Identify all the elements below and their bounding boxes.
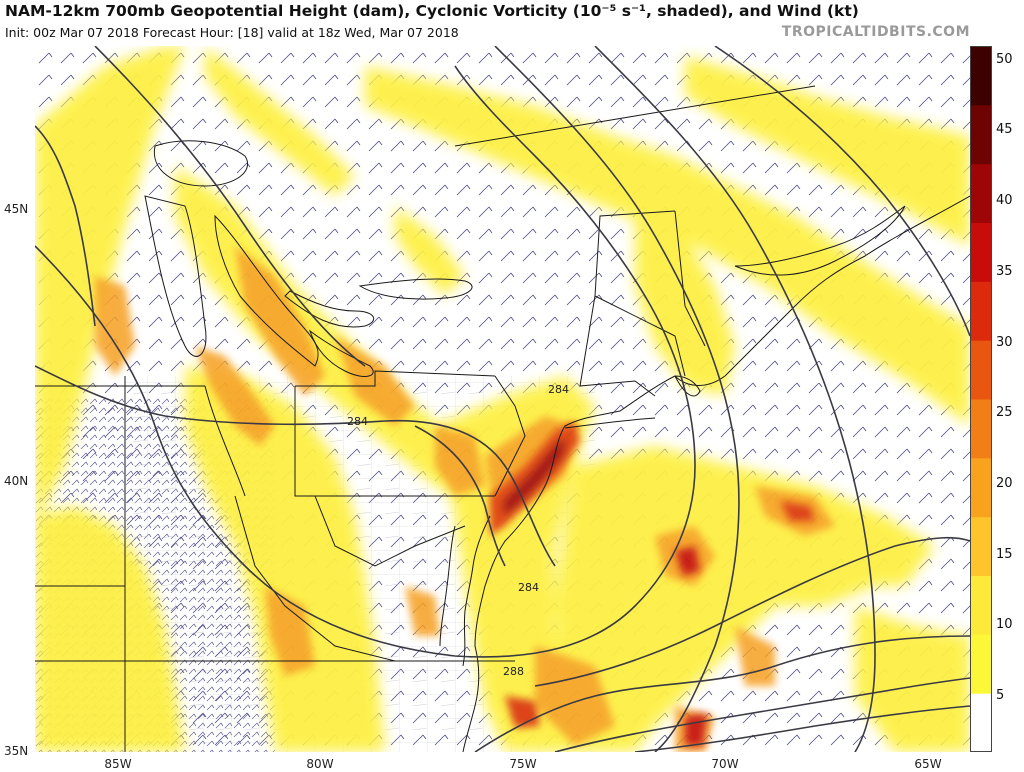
colorbar-swatch	[970, 104, 992, 165]
colorbar-swatch	[970, 281, 992, 341]
colorbar-swatch	[970, 222, 992, 282]
page-title: NAM-12km 700mb Geopotential Height (dam)…	[5, 2, 859, 20]
contour-label: 288	[503, 665, 524, 678]
colorbar-tick: 15	[996, 547, 1013, 562]
colorbar-swatch	[970, 516, 992, 576]
colorbar-swatch	[970, 340, 992, 400]
colorbar-tick: 20	[996, 476, 1013, 491]
colorbar-swatch	[970, 399, 992, 459]
colorbar-border	[970, 46, 992, 752]
lat-label: 40N	[4, 474, 29, 488]
contour-label: 284	[548, 383, 569, 396]
geographic-boundaries	[35, 85, 970, 752]
colorbar-tick: 25	[996, 405, 1013, 420]
vorticity-colorbar	[970, 46, 992, 752]
map-canvas: 284 284 284 288	[35, 46, 970, 752]
colorbar-tick: 5	[996, 688, 1005, 703]
colorbar-swatch	[970, 693, 992, 752]
contour-label: 284	[347, 415, 368, 428]
colorbar-swatch	[970, 575, 992, 635]
colorbar-swatch	[970, 163, 992, 223]
lon-label: 70W	[711, 757, 739, 771]
forecast-info: Init: 00z Mar 07 2018 Forecast Hour: [18…	[5, 25, 459, 40]
colorbar-tick: 50	[996, 52, 1013, 67]
colorbar-tick: 10	[996, 617, 1013, 632]
contour-labels: 284 284 284 288	[347, 383, 569, 678]
colorbar-tick: 45	[996, 122, 1013, 137]
lon-label: 75W	[509, 757, 537, 771]
lon-label: 85W	[104, 757, 132, 771]
brand-watermark: TROPICALTIDBITS.COM	[781, 24, 970, 40]
map-panel: 284 284 284 288	[35, 46, 970, 752]
header: NAM-12km 700mb Geopotential Height (dam)…	[0, 0, 1024, 46]
contour-label: 284	[518, 581, 539, 594]
colorbar-tick: 35	[996, 264, 1013, 279]
colorbar-tick: 30	[996, 335, 1013, 350]
height-contours	[35, 46, 970, 752]
lon-label: 65W	[914, 757, 942, 771]
colorbar-tick: 40	[996, 193, 1013, 208]
colorbar-swatch	[970, 457, 992, 518]
lon-label: 80W	[306, 757, 334, 771]
colorbar-swatch	[970, 634, 992, 694]
colorbar-swatch	[970, 46, 992, 106]
lat-label: 45N	[4, 202, 29, 216]
lat-label: 35N	[4, 744, 29, 758]
